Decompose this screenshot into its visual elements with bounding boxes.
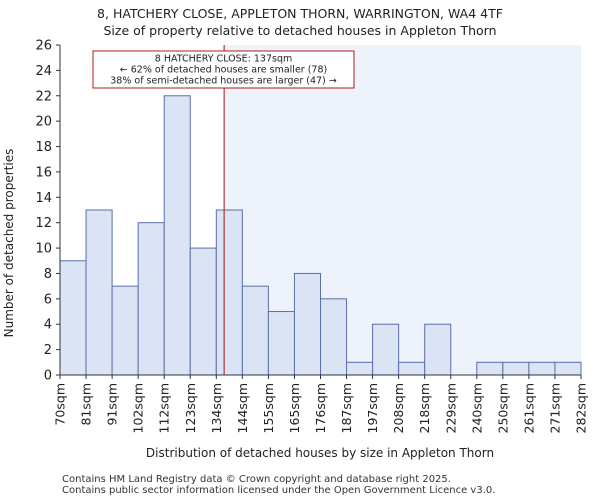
footer-attribution-1: Contains HM Land Registry data © Crown c… <box>62 474 451 485</box>
y-tick-label: 16 <box>35 165 52 180</box>
x-tick-label: 102sqm <box>131 383 146 433</box>
bar-218sqm <box>424 323 452 376</box>
bar-261sqm <box>528 361 556 376</box>
y-axis-label: Number of detached properties <box>2 149 16 338</box>
bar-144sqm <box>241 285 269 376</box>
y-tick-label: 0 <box>44 369 52 384</box>
x-tick-label: 187sqm <box>339 383 354 433</box>
x-tick-label: 165sqm <box>287 383 302 433</box>
bar-271sqm <box>554 361 582 376</box>
x-tick-label: 112sqm <box>157 383 172 433</box>
y-tick-label: 2 <box>44 343 52 358</box>
bar-240sqm <box>476 361 504 376</box>
x-tick-label: 271sqm <box>547 383 562 433</box>
bar-81sqm <box>85 209 113 376</box>
bar-165sqm <box>293 272 322 376</box>
x-tick-label: 261sqm <box>521 383 536 433</box>
annotation-box <box>92 50 355 89</box>
x-axis-label: Distribution of detached houses by size … <box>146 446 494 460</box>
y-tick-label: 24 <box>35 64 52 79</box>
x-tick-label: 144sqm <box>235 383 250 433</box>
bar-91sqm <box>111 285 139 376</box>
bar-70sqm <box>59 260 87 376</box>
bar-102sqm <box>137 222 165 376</box>
annotation-smaller: ← 62% of detached houses are smaller (78… <box>120 65 327 76</box>
x-tick-label: 282sqm <box>574 383 589 433</box>
x-tick-label: 123sqm <box>183 383 198 433</box>
bar-187sqm <box>346 361 374 376</box>
x-tick-label: 197sqm <box>365 383 380 433</box>
bar-134sqm <box>215 209 243 376</box>
bar-208sqm <box>398 361 426 376</box>
x-tick-label: 250sqm <box>495 383 510 433</box>
chart-title-line2: Size of property relative to detached ho… <box>103 23 497 38</box>
x-tick-label: 155sqm <box>261 383 276 433</box>
x-tick-label: 91sqm <box>105 383 120 426</box>
bar-112sqm <box>163 95 191 376</box>
y-tick-label: 8 <box>44 267 52 282</box>
annotation-title: 8 HATCHERY CLOSE: 137sqm <box>155 54 293 65</box>
bar-176sqm <box>320 298 348 376</box>
x-tick-label: 81sqm <box>79 383 94 426</box>
y-tick-label: 14 <box>35 191 52 206</box>
x-tick-label: 208sqm <box>391 383 406 433</box>
annotation-larger: 38% of semi-detached houses are larger (… <box>110 76 337 87</box>
x-tick-label: 134sqm <box>209 383 224 433</box>
y-tick-label: 22 <box>35 89 52 104</box>
y-tick-label: 20 <box>35 115 52 130</box>
chart-title-line1: 8, HATCHERY CLOSE, APPLETON THORN, WARRI… <box>97 6 503 21</box>
x-tick-label: 70sqm <box>53 383 68 426</box>
y-tick-label: 6 <box>44 292 52 307</box>
y-tick-label: 10 <box>35 242 52 257</box>
y-tick-label: 12 <box>35 216 52 231</box>
footer-attribution-2: Contains public sector information licen… <box>62 485 496 496</box>
x-tick-label: 176sqm <box>313 383 328 433</box>
y-tick-label: 4 <box>44 318 52 333</box>
bar-155sqm <box>267 311 295 376</box>
y-tick-label: 26 <box>35 39 52 54</box>
bar-197sqm <box>372 323 400 376</box>
bar-123sqm <box>189 247 217 376</box>
y-tick-label: 18 <box>35 140 52 155</box>
x-tick-label: 229sqm <box>443 383 458 433</box>
x-tick-label: 218sqm <box>417 383 432 433</box>
bar-250sqm <box>502 361 530 376</box>
x-tick-label: 240sqm <box>469 383 484 433</box>
